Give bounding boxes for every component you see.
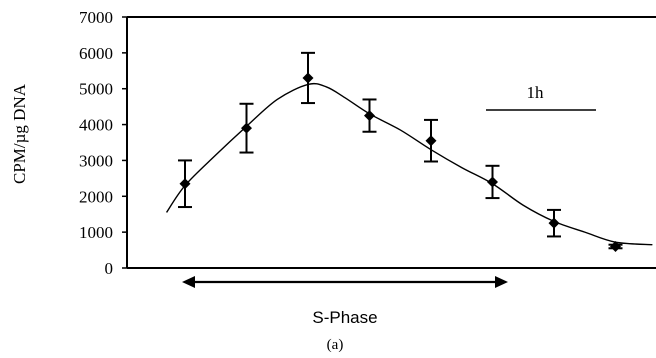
y-tick-label: 5000 (79, 80, 113, 99)
data-point-group (178, 159, 192, 209)
y-axis-ticks: 0 1000 2000 3000 4000 5000 6000 7000 (79, 8, 127, 278)
y-tick-label: 3000 (79, 151, 113, 170)
data-point-group (485, 164, 500, 200)
trend-curve (165, 82, 653, 246)
y-tick-label: 7000 (79, 8, 113, 27)
data-point-marker (302, 72, 314, 84)
y-tick-label: 2000 (79, 187, 113, 206)
data-point-group (547, 208, 561, 238)
data-point-marker (548, 217, 560, 229)
data-point-group (239, 102, 254, 154)
y-tick-label: 4000 (79, 116, 113, 135)
data-point-group (608, 240, 623, 252)
data-point-marker (487, 176, 498, 188)
data-point-marker (610, 240, 621, 252)
data-point-marker (364, 110, 375, 122)
data-points (178, 51, 623, 252)
data-point-marker (241, 122, 252, 134)
chart-axes (126, 16, 656, 269)
s-phase-label: S-Phase (312, 308, 377, 327)
data-point-marker (425, 135, 437, 147)
data-point-group (362, 98, 377, 133)
y-axis-label: CPM/µg DNA (10, 83, 29, 184)
time-scale-label: 1h (527, 83, 545, 102)
y-tick-label: 1000 (79, 223, 113, 242)
data-point-marker (179, 178, 191, 190)
panel-label: (a) (327, 337, 344, 353)
y-tick-label: 0 (105, 259, 114, 278)
s-phase-arrow (182, 276, 508, 288)
data-point-group (301, 51, 315, 105)
y-tick-label: 6000 (79, 44, 113, 63)
data-point-group (424, 118, 438, 163)
